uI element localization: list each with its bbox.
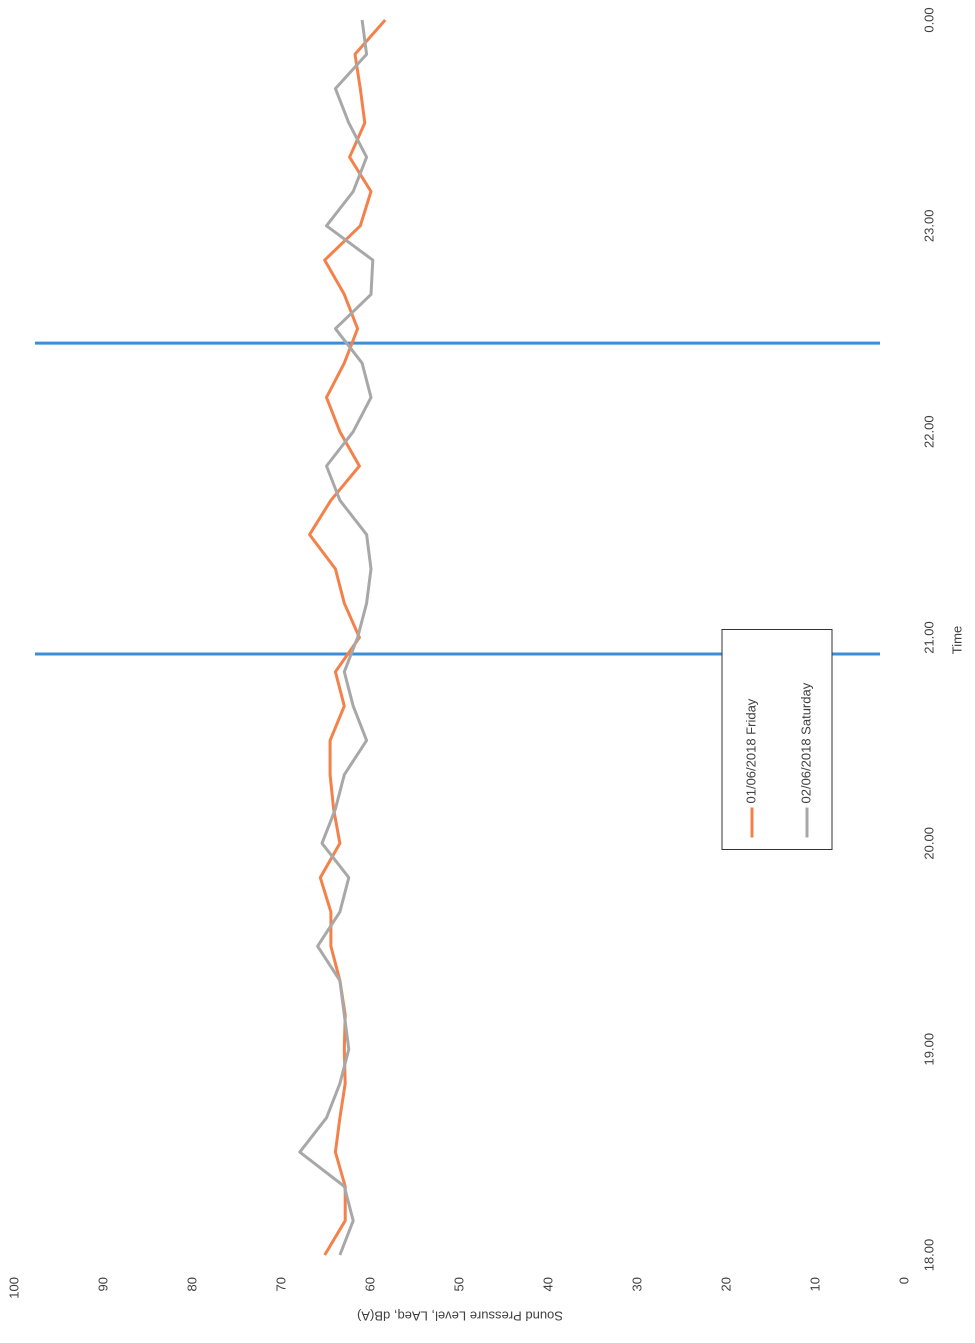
rotated-chart: Time Sound Pressure Level, LAeq, dB(A) 0… [6, 7, 964, 1323]
y-tick-label: 50 [451, 1277, 466, 1291]
x-tick-label: 18.00 [921, 1239, 936, 1272]
x-tick-label: 23.00 [921, 210, 936, 243]
y-tick-label: 40 [540, 1277, 555, 1291]
y-tick-label: 60 [362, 1277, 377, 1291]
x-axis-title: Time [949, 626, 964, 654]
y-tick-label: 0 [896, 1277, 911, 1284]
y-axis-title: Sound Pressure Level, LAeq, dB(A) [357, 1309, 563, 1324]
legend-box [721, 629, 833, 850]
y-tick-label: 30 [629, 1277, 644, 1291]
x-tick-label: 20.00 [921, 827, 936, 860]
y-tick-label: 90 [95, 1277, 110, 1291]
y-tick-label: 70 [273, 1277, 288, 1291]
x-tick-label: 22.00 [921, 415, 936, 448]
x-tick-label: 21.00 [921, 621, 936, 654]
y-tick-label: 100 [6, 1277, 21, 1299]
y-tick-label: 10 [807, 1277, 822, 1291]
x-tick-label: 0.00 [921, 7, 936, 32]
series-line [308, 19, 387, 1256]
series-line [298, 19, 375, 1256]
y-tick-label: 20 [718, 1277, 733, 1291]
legend-label: 01/06/2018 Friday [743, 698, 758, 803]
y-tick-label: 80 [184, 1277, 199, 1291]
legend-label: 02/06/2018 Saturday [798, 682, 813, 803]
x-tick-label: 19.00 [921, 1033, 936, 1066]
